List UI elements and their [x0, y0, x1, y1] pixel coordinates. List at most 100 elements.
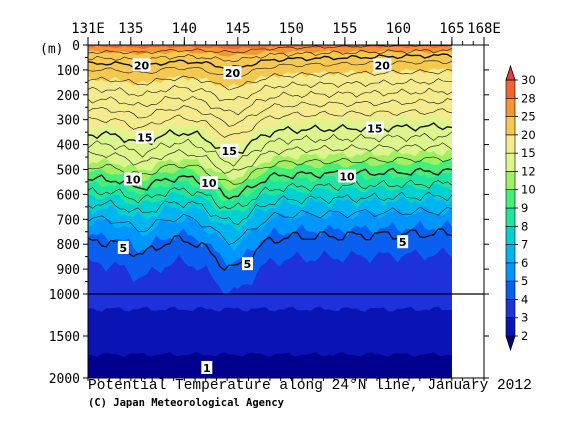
- colorbar-segment: [505, 262, 516, 282]
- isotherm-line: [88, 228, 453, 272]
- contour-label: 20: [225, 67, 241, 80]
- colorbar-segment: [505, 225, 516, 245]
- no-data-region: [454, 45, 484, 378]
- colorbar-label: 2: [521, 329, 528, 343]
- contour-label: 15: [222, 145, 237, 158]
- isotherm-line: [88, 131, 453, 167]
- isotherm-line: [88, 78, 452, 102]
- contour-label-bg: [241, 257, 253, 271]
- colorbar-label: 4: [521, 292, 528, 306]
- contour-label: 5: [244, 258, 252, 271]
- y-tick-label: 1000: [49, 288, 80, 303]
- isotherm-line: [88, 156, 453, 185]
- colorbar-max-arrow: [505, 64, 516, 81]
- contour-labels: 20 20 20 15 15 15 10 10 10 5 5 5 1: [117, 58, 409, 375]
- contour-label-bg: [338, 169, 357, 183]
- contour-label: 5: [399, 236, 407, 249]
- x-tick-label: 145: [225, 21, 250, 37]
- contour-label: 1: [203, 362, 211, 375]
- x-tick-label: 160: [386, 21, 411, 37]
- contour-label: 15: [137, 132, 152, 145]
- y-tick-label: 900: [57, 263, 80, 278]
- isotherm-line: [88, 142, 453, 174]
- contour-label-bg: [397, 235, 409, 249]
- contour-label: 10: [125, 173, 141, 186]
- colorbar-segment: [505, 134, 516, 154]
- isotherm-line: [88, 98, 452, 127]
- colorbar-segment: [505, 116, 516, 136]
- y-tick-label: 500: [57, 164, 80, 179]
- y-tick-label: 400: [57, 139, 80, 154]
- y-axis: (m) 0 100 200 300 400 500 600 700 800 900 1000 1500 2…: [40, 39, 489, 387]
- y-tick-label: 800: [57, 238, 80, 253]
- y-tick-label: 600: [57, 188, 80, 203]
- contour-label-bg: [220, 143, 239, 157]
- contour-label-bg: [132, 58, 151, 72]
- colorbar-label: 28: [521, 91, 536, 105]
- contour-label-bg: [135, 130, 154, 144]
- contour-label: 10: [339, 170, 355, 183]
- contour-label-bg: [123, 172, 142, 186]
- colorbar-label: 8: [521, 219, 528, 233]
- colorbar-label: 25: [521, 110, 536, 124]
- colorbar-label: 20: [521, 128, 536, 142]
- x-axis: 131E 135 140 145 150 155 160 165 168E: [71, 21, 501, 381]
- y-unit-label: (m): [40, 42, 63, 57]
- contour-label-bg: [365, 121, 384, 135]
- colorbar-label: 9: [521, 201, 528, 215]
- colorbar-label: 12: [521, 164, 536, 178]
- plot-frame: [87, 44, 485, 379]
- colorbar-segment: [505, 244, 516, 264]
- isotherm-line: [88, 45, 452, 55]
- x-tick-label: 140: [172, 21, 197, 37]
- isotherm-line: [88, 206, 453, 245]
- colorbar: 2 3 4 5 6 7 8 9 10 12 15 20 25 28 30: [505, 64, 536, 352]
- contour-label-bg: [117, 240, 129, 254]
- colorbar-label: 3: [521, 311, 528, 325]
- colorbar-label: 6: [521, 256, 528, 270]
- y-tick-label: 300: [57, 114, 80, 129]
- y-tick-label: 700: [57, 213, 80, 228]
- x-tick-label: 168E: [467, 21, 501, 37]
- contour-label: 20: [375, 59, 391, 72]
- y-tick-label: 1500: [49, 330, 80, 345]
- colorbar-segment: [505, 189, 516, 209]
- temperature-band-2: [88, 352, 452, 378]
- colorbar-segment: [505, 207, 516, 227]
- y-tick-label: 0: [72, 39, 80, 54]
- colorbar-label: 7: [521, 238, 528, 252]
- x-tick-label: 155: [332, 21, 357, 37]
- colorbar-segment: [505, 152, 516, 172]
- colorbar-segment: [505, 299, 516, 319]
- contour-label: 20: [134, 59, 150, 72]
- contour-label-bg: [373, 58, 392, 72]
- y-tick-label: 2000: [49, 372, 80, 387]
- colorbar-label: 10: [521, 183, 536, 197]
- x-tick-label: 150: [279, 21, 304, 37]
- colorbar-segment: [505, 317, 516, 337]
- chart-title: Potential Temperature along 24°N line, J…: [88, 378, 532, 394]
- colorbar-segment: [505, 280, 516, 300]
- colorbar-segment: [505, 171, 516, 191]
- contour-label-bg: [223, 66, 242, 80]
- contour-label-bg: [201, 360, 213, 374]
- y-tick-label: 200: [57, 89, 80, 104]
- x-tick-label: 135: [118, 21, 143, 37]
- colorbar-segment: [505, 79, 516, 99]
- isotherm-line: [88, 108, 452, 138]
- copyright-credit: (C) Japan Meteorological Agency: [88, 397, 284, 409]
- colorbar-segment: [505, 97, 516, 117]
- colorbar-label: 5: [521, 274, 528, 288]
- isotherm-line: [88, 167, 453, 200]
- colorbar-label: 15: [521, 146, 536, 160]
- contour-label: 10: [201, 177, 217, 190]
- colorbar-min-arrow: [505, 335, 516, 352]
- colorbar-label: 30: [521, 73, 536, 87]
- isotherm-line: [88, 179, 453, 210]
- isotherm-line: [88, 87, 453, 116]
- contour-label: 5: [119, 242, 127, 255]
- isotherm-line: [88, 191, 453, 226]
- y-tick-label: 100: [57, 64, 80, 79]
- x-tick-label: 131E: [71, 21, 105, 37]
